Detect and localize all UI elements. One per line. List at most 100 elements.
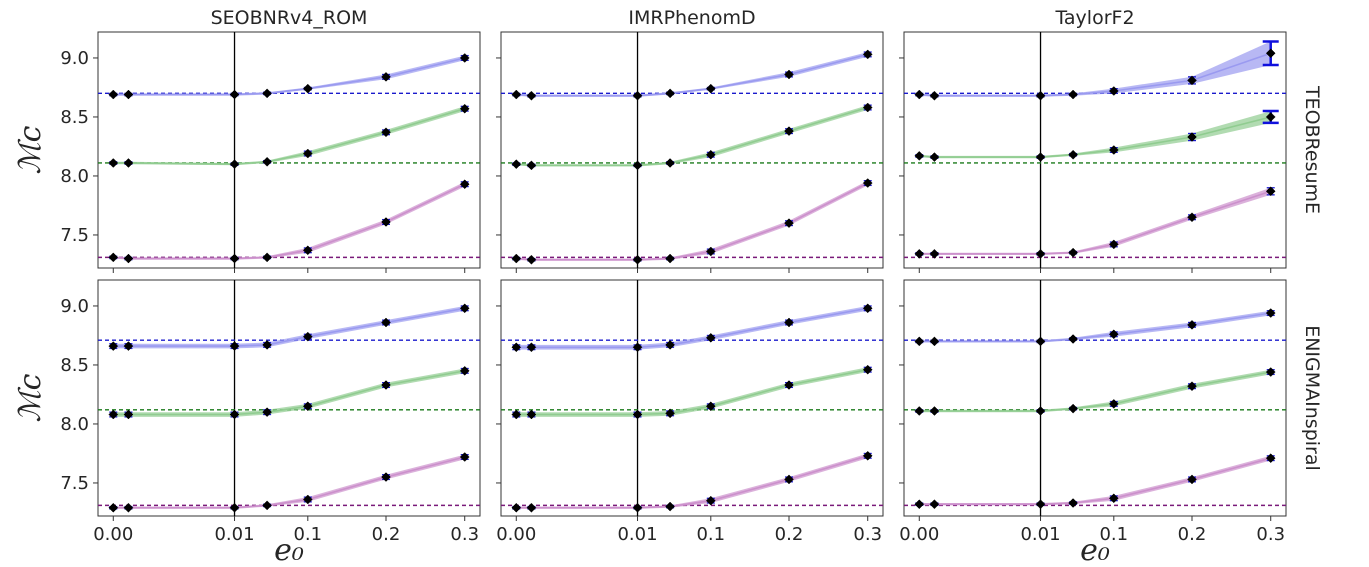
data-point — [1187, 474, 1197, 485]
x-axis-label: e₀ — [1080, 533, 1110, 567]
data-point — [459, 53, 470, 63]
data-point — [784, 380, 794, 390]
series-0 — [511, 49, 873, 101]
data-point — [1068, 247, 1078, 258]
data-point — [784, 218, 794, 229]
data-point — [459, 366, 470, 376]
x-tick-label: 0.3 — [853, 524, 882, 545]
data-point — [459, 103, 470, 114]
x-tick-label: 0.3 — [1256, 524, 1285, 545]
data-point — [229, 502, 240, 513]
data-point — [705, 246, 716, 257]
data-point — [632, 502, 643, 513]
y-tick-label: 8.5 — [60, 355, 89, 376]
x-tick-label: 0.1 — [696, 524, 725, 545]
data-point — [1187, 75, 1197, 86]
data-point — [1035, 90, 1046, 101]
series-line — [113, 456, 465, 509]
panel-0-1 — [496, 31, 884, 273]
data-point — [302, 401, 313, 412]
data-point — [302, 494, 313, 505]
data-point — [262, 340, 272, 350]
series-2 — [108, 179, 470, 264]
series-1 — [914, 367, 1276, 416]
data-point — [123, 502, 134, 513]
data-point — [526, 342, 537, 353]
data-point — [914, 406, 925, 416]
series-line — [516, 455, 868, 509]
data-point — [1108, 239, 1119, 250]
column-title: IMRPhenomD — [628, 7, 755, 29]
data-point — [262, 407, 272, 418]
y-tick-label: 8.0 — [60, 166, 89, 187]
y-tick-label: 8.5 — [60, 107, 89, 128]
data-point — [914, 89, 925, 100]
x-tick-label: 0.01 — [1020, 524, 1060, 545]
data-point — [511, 342, 522, 353]
x-tick-label: 0.2 — [1178, 524, 1207, 545]
series-1 — [108, 103, 470, 170]
series-band — [113, 454, 465, 509]
series-band — [919, 111, 1271, 159]
data-point — [914, 499, 925, 510]
data-point — [123, 341, 134, 351]
data-point — [526, 502, 537, 513]
x-tick-label: 0.01 — [214, 524, 254, 545]
data-point — [784, 126, 794, 136]
series-2 — [914, 186, 1276, 259]
series-band — [113, 306, 465, 349]
series-0 — [108, 303, 470, 351]
y-tick-label: 9.0 — [60, 296, 89, 317]
data-point — [526, 254, 537, 265]
data-point — [1068, 403, 1078, 414]
data-point — [784, 474, 794, 485]
x-tick-label: 0.00 — [496, 524, 536, 545]
data-point — [1068, 498, 1078, 508]
y-tick-label: 9.0 — [60, 48, 89, 69]
data-point — [1108, 329, 1119, 340]
series-1 — [511, 364, 873, 420]
x-tick-label: 0.1 — [293, 524, 322, 545]
data-point — [1265, 186, 1276, 197]
y-tick-label: 7.5 — [60, 225, 89, 246]
data-point — [229, 159, 240, 170]
data-point — [1108, 86, 1119, 96]
series-band — [113, 181, 465, 260]
data-point — [229, 341, 240, 351]
data-point — [381, 472, 391, 482]
row-title: TEOBResumE — [1301, 85, 1323, 214]
data-point — [262, 500, 272, 511]
data-point — [1035, 336, 1046, 347]
x-tick-label: 0.01 — [617, 524, 657, 545]
data-point — [929, 336, 940, 347]
x-tick-label: 0.2 — [775, 524, 804, 545]
panels-layer: 7.5 8.0 8.5 9.0 0.00 0.01 0.1 0.2 0.3 7.5 8.0 8.5 9.… — [60, 31, 1287, 545]
series-band — [516, 180, 868, 261]
x-tick-label: 0.3 — [450, 524, 479, 545]
panel-0-2 — [899, 31, 1287, 273]
data-point — [705, 83, 716, 94]
series-line — [113, 307, 465, 347]
data-point — [1035, 406, 1046, 416]
data-point — [929, 248, 940, 259]
series-0 — [108, 53, 470, 100]
data-point — [302, 83, 313, 94]
data-point — [862, 49, 873, 60]
data-point — [914, 151, 925, 161]
data-point — [511, 409, 522, 420]
data-point — [381, 380, 391, 390]
data-point — [705, 332, 716, 343]
y-axis-label: ℳc — [13, 373, 48, 422]
data-point — [108, 341, 119, 351]
data-point — [381, 217, 391, 227]
data-point — [1035, 248, 1046, 259]
data-point — [108, 158, 119, 168]
y-axis-label: ℳc — [13, 125, 48, 174]
series-band — [516, 306, 868, 350]
data-point — [1108, 493, 1119, 504]
series-1 — [511, 102, 873, 171]
data-point — [381, 317, 391, 328]
data-point — [1187, 132, 1197, 142]
data-point — [123, 158, 134, 168]
data-point — [123, 409, 134, 420]
